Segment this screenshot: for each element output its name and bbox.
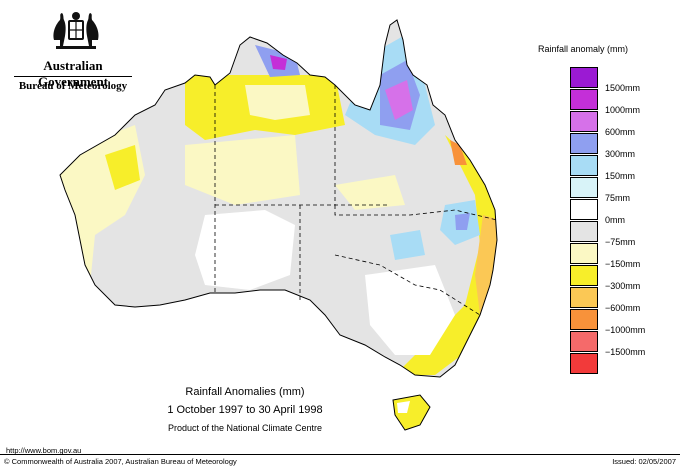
government-logo: Australian Government Bureau of Meteorol… [8, 10, 138, 100]
legend-swatch [570, 89, 598, 110]
legend-swatch [570, 309, 598, 330]
legend-swatch [570, 177, 598, 198]
legend-swatch [570, 353, 598, 374]
coat-of-arms-icon [53, 12, 99, 49]
legend-swatch [570, 199, 598, 220]
rainfall-anomaly-map [59, 19, 498, 431]
legend-swatch [570, 331, 598, 352]
legend-label: 1000mm [605, 105, 641, 115]
legend-label: −1000mm [605, 325, 646, 335]
bureau-title: Bureau of Meteorology [18, 80, 128, 92]
legend-swatch [570, 155, 598, 176]
legend-swatch [570, 243, 598, 264]
website-link[interactable]: http://www.bom.gov.au [6, 446, 82, 455]
legend-label: −600mm [605, 303, 641, 313]
legend-swatch [570, 265, 598, 286]
map-source: Product of the National Climate Centre [167, 423, 323, 433]
legend-swatch [570, 221, 598, 242]
legend-label: 600mm [605, 127, 636, 137]
copyright-text: © Commonwealth of Australia 2007, Austra… [4, 457, 237, 466]
legend-label: 300mm [605, 149, 636, 159]
legend-swatch [570, 287, 598, 308]
legend-title: Rainfall anomaly (mm) [538, 44, 629, 54]
footer-divider [0, 454, 680, 455]
legend-swatch [570, 67, 598, 88]
logo-divider [14, 76, 132, 77]
legend-label: −1500mm [605, 347, 646, 357]
legend-label: 75mm [605, 193, 631, 203]
legend-swatch [570, 133, 598, 154]
legend-label: −300mm [605, 281, 641, 291]
issued-date: Issued: 02/05/2007 [612, 457, 676, 466]
legend-label: 150mm [605, 171, 636, 181]
legend-label: −150mm [605, 259, 641, 269]
legend-swatch [570, 111, 598, 132]
map-period: 1 October 1997 to 30 April 1998 [167, 404, 323, 416]
legend-label: −75mm [605, 237, 636, 247]
legend-label: 0mm [605, 215, 625, 225]
map-title: Rainfall Anomalies (mm) [185, 386, 305, 398]
legend-label: 1500mm [605, 83, 641, 93]
government-title: Australian Government [37, 58, 109, 89]
